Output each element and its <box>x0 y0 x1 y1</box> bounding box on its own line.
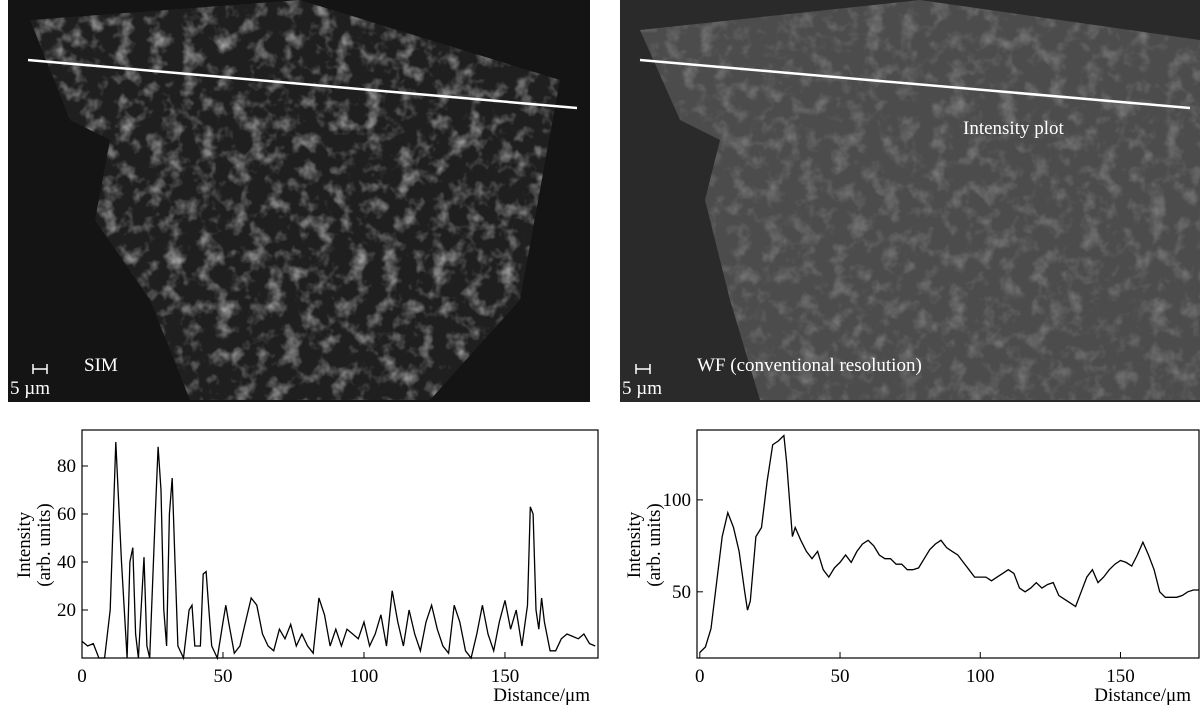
image-label: WF (conventional resolution) <box>697 355 922 376</box>
plot-frame <box>696 429 1200 659</box>
x-tick-label: 0 <box>77 666 87 687</box>
x-tick-label: 100 <box>350 666 379 687</box>
data-line <box>81 441 596 661</box>
x-tick-label: 0 <box>695 666 705 687</box>
wf-image: Intensity plot WF (conventional resoluti… <box>620 0 1200 402</box>
scale-label: 5 µm <box>10 378 50 399</box>
data-line <box>699 434 1199 653</box>
x-axis-label: Distance/μm <box>493 685 590 706</box>
y-tick-label: 50 <box>672 582 691 603</box>
x-tick-label: 100 <box>966 666 995 687</box>
x-axis-label: Distance/μm <box>1094 685 1191 706</box>
y-axis-label: Intensity <box>624 511 645 578</box>
x-tick-label: 50 <box>213 666 232 687</box>
y-tick-label: 60 <box>57 504 76 525</box>
image-label: SIM <box>84 355 118 376</box>
y-tick-label: 20 <box>57 600 76 621</box>
y-axis-label: (arb. units) <box>644 503 665 586</box>
sim-image: SIM 5 µm <box>8 0 590 402</box>
y-tick-label: 80 <box>57 456 76 477</box>
y-axis-label: (arb. units) <box>34 503 55 586</box>
y-axis-label: Intensity <box>14 511 35 578</box>
scale-label: 5 µm <box>622 378 662 399</box>
annotation: Intensity plot <box>963 118 1065 139</box>
plot-frame <box>81 429 599 659</box>
x-tick-label: 150 <box>1106 666 1135 687</box>
y-tick-label: 100 <box>663 490 692 511</box>
x-tick-label: 150 <box>491 666 520 687</box>
y-tick-label: 40 <box>57 552 76 573</box>
x-tick-label: 50 <box>831 666 850 687</box>
